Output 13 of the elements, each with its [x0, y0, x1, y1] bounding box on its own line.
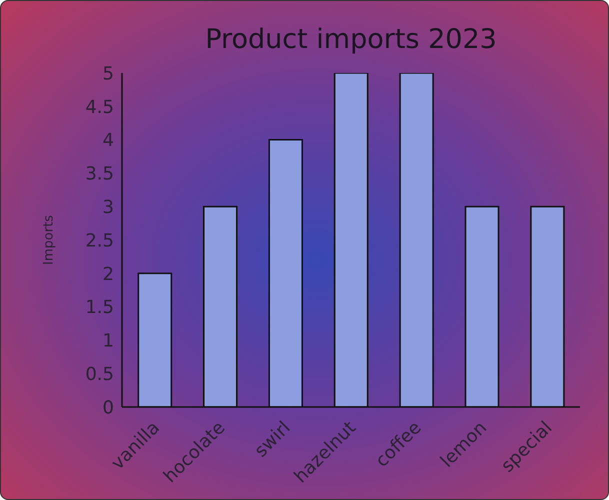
y-tick-label: 1.5	[85, 297, 114, 318]
y-tick-label: 1	[102, 330, 114, 352]
y-tick-label: 2	[102, 264, 114, 285]
chart-title: Product imports 2023	[204, 24, 498, 55]
y-tick-label: 5	[102, 63, 114, 84]
y-tick-label: 4	[102, 130, 114, 152]
y-tick-label: 2.5	[85, 230, 114, 252]
y-tick-label: 3.5	[85, 164, 114, 185]
y-tick-label: 3	[102, 196, 114, 218]
y-tick-label: 4.5	[85, 96, 114, 118]
y-tick-label: 0	[102, 397, 114, 418]
y-tick-label: 0.5	[85, 364, 114, 385]
y-axis-title: Imports	[42, 214, 57, 265]
